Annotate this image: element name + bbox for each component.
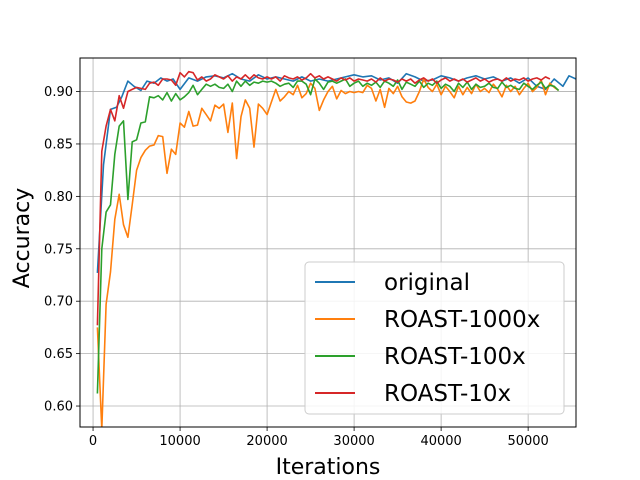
grid-lines [80, 58, 576, 427]
x-tick-label: 50000 [507, 434, 548, 449]
series-line-original [96, 72, 576, 273]
series-line-roast-10x [96, 70, 551, 326]
x-tick-label: 20000 [246, 434, 287, 449]
x-tick-label: 30000 [333, 434, 374, 449]
y-tick-label: 0.85 [44, 137, 73, 152]
x-axis-label: Iterations [276, 455, 381, 480]
series-lines [96, 70, 576, 427]
x-tick-label: 40000 [420, 434, 461, 449]
legend-label-original: original [384, 270, 470, 296]
legend-box [304, 261, 565, 415]
axis-ticks: 0 10000 20000 30000 40000 50000 0.60 0.65 0.70 0.… [44, 85, 549, 449]
y-tick-label: 0.80 [44, 190, 73, 205]
y-axis-label: Accuracy [10, 188, 35, 288]
x-tick-label: 0 [89, 434, 97, 449]
x-tick-label: 10000 [159, 434, 200, 449]
legend-label-roast-10x: ROAST-10x [384, 381, 511, 407]
series-line-roast-100x [96, 78, 560, 394]
series-line-roast-1000x [96, 78, 560, 427]
y-tick-label: 0.90 [44, 85, 73, 100]
axes-frame [79, 57, 577, 428]
y-tick-label: 0.70 [44, 295, 73, 310]
y-tick-label: 0.75 [44, 242, 73, 257]
y-tick-label: 0.65 [44, 347, 73, 362]
legend-label-roast-100x: ROAST-100x [384, 344, 526, 370]
legend: original ROAST-1000x ROAST-100x ROAST-10x [304, 261, 565, 415]
legend-label-roast-1000x: ROAST-1000x [384, 307, 540, 333]
y-tick-label: 0.60 [44, 400, 73, 415]
